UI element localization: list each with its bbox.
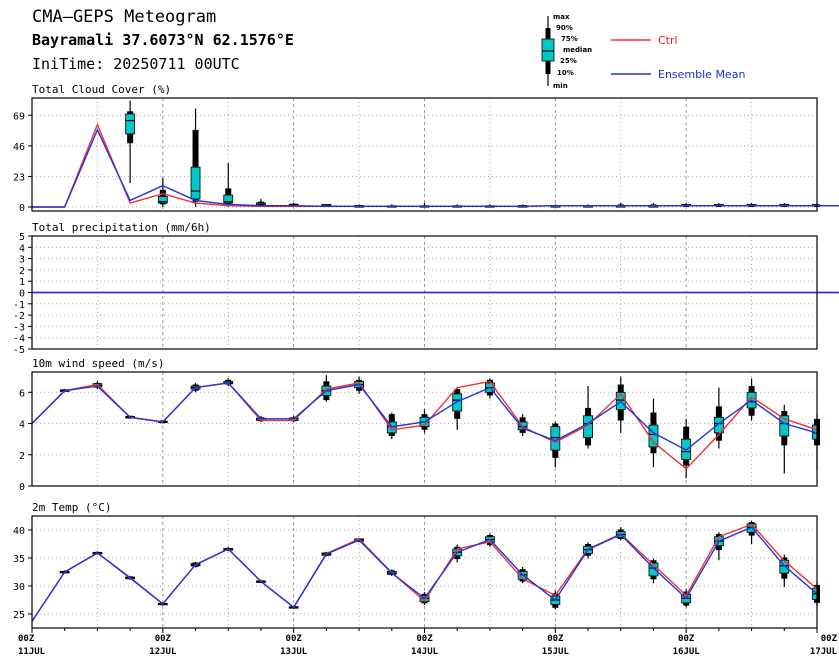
percentile-bar xyxy=(192,129,199,202)
ctrl-series-line xyxy=(31,380,818,470)
legend-box-label: median xyxy=(563,46,592,54)
y-tick-label: 35 xyxy=(13,554,25,565)
x-tick-label-date: 17JUL xyxy=(810,647,838,657)
legend-box-label: min xyxy=(553,82,568,90)
y-tick-label: -4 xyxy=(13,334,25,345)
y-tick-label: 0 xyxy=(19,203,25,214)
x-tick-label-time: 00Z xyxy=(155,634,172,644)
legend-iqr-box xyxy=(541,38,555,62)
y-tick-label: 3 xyxy=(19,255,25,266)
panel-title: 2m Temp (°C) xyxy=(32,501,111,514)
legend-box-label: 25% xyxy=(560,57,577,65)
y-tick-label: 23 xyxy=(13,172,25,183)
y-tick-label: 2 xyxy=(19,266,25,277)
iqr-box xyxy=(386,421,397,434)
iqr-box xyxy=(713,416,724,434)
x-tick-label-date: 11JUL xyxy=(18,647,46,657)
y-tick-label: 30 xyxy=(13,582,25,593)
y-tick-label: 0 xyxy=(19,482,25,493)
panel-frame xyxy=(31,235,818,350)
ensemble-mean-line xyxy=(31,382,818,451)
y-tick-label: 4 xyxy=(19,243,25,254)
panel-title: Total precipitation (mm/6h) xyxy=(32,221,211,234)
x-tick-label-date: 12JUL xyxy=(149,647,177,657)
legend-box-label: 90% xyxy=(556,24,573,32)
init-time-label: IniTime: 20250711 00UTC xyxy=(32,55,240,73)
panel-frame xyxy=(31,371,818,487)
x-tick-label-time: 00Z xyxy=(678,634,695,644)
y-tick-label: 40 xyxy=(13,526,25,537)
iqr-box xyxy=(779,415,790,437)
panel-title: Total Cloud Cover (%) xyxy=(32,83,171,96)
ensemble-mean-line xyxy=(32,128,839,208)
location-label: Bayramali 37.6073°N 62.1576°E xyxy=(32,31,294,49)
legend-box-label: max xyxy=(553,13,570,21)
iqr-box xyxy=(125,113,136,135)
y-tick-label: 0 xyxy=(19,289,25,300)
y-tick-label: -2 xyxy=(13,311,25,322)
legend-box-label: 75% xyxy=(561,35,578,43)
y-tick-label: 2 xyxy=(19,451,25,462)
y-tick-label: -1 xyxy=(13,300,25,311)
y-tick-label: 6 xyxy=(19,388,25,399)
ctrl-series-line xyxy=(32,122,839,208)
ensemble-mean-line xyxy=(31,526,818,622)
y-tick-label: 25 xyxy=(13,610,25,621)
x-tick-label-time: 00Z xyxy=(286,634,303,644)
legend-box-label: 10% xyxy=(557,69,574,77)
panel-title: 10m wind speed (m/s) xyxy=(32,357,164,370)
iqr-box xyxy=(190,166,201,200)
iqr-box xyxy=(157,195,168,204)
legend-ctrl-label: Ctrl xyxy=(658,34,678,47)
x-tick-label-date: 14JUL xyxy=(411,647,439,657)
x-tick-label-time: 00Z xyxy=(18,634,35,644)
y-tick-label: 1 xyxy=(19,277,25,288)
y-tick-label: -3 xyxy=(13,322,25,333)
chart-title: CMA—GEPS Meteogram xyxy=(32,7,217,27)
iqr-box xyxy=(648,424,659,448)
legend-mean-label: Ensemble Mean xyxy=(658,68,745,81)
y-tick-label: 4 xyxy=(19,420,25,431)
y-tick-label: 69 xyxy=(13,111,25,122)
x-tick-label-date: 13JUL xyxy=(280,647,308,657)
x-tick-label-date: 16JUL xyxy=(673,647,701,657)
x-tick-label-date: 15JUL xyxy=(542,647,570,657)
panel-frame xyxy=(31,97,818,212)
iqr-box xyxy=(223,194,234,204)
y-tick-label: 5 xyxy=(19,232,25,243)
y-tick-label: -5 xyxy=(13,345,25,356)
x-tick-label-time: 00Z xyxy=(547,634,564,644)
y-tick-label: 46 xyxy=(13,142,25,153)
x-tick-label-time: 00Z xyxy=(821,634,838,644)
x-tick-label-time: 00Z xyxy=(416,634,433,644)
